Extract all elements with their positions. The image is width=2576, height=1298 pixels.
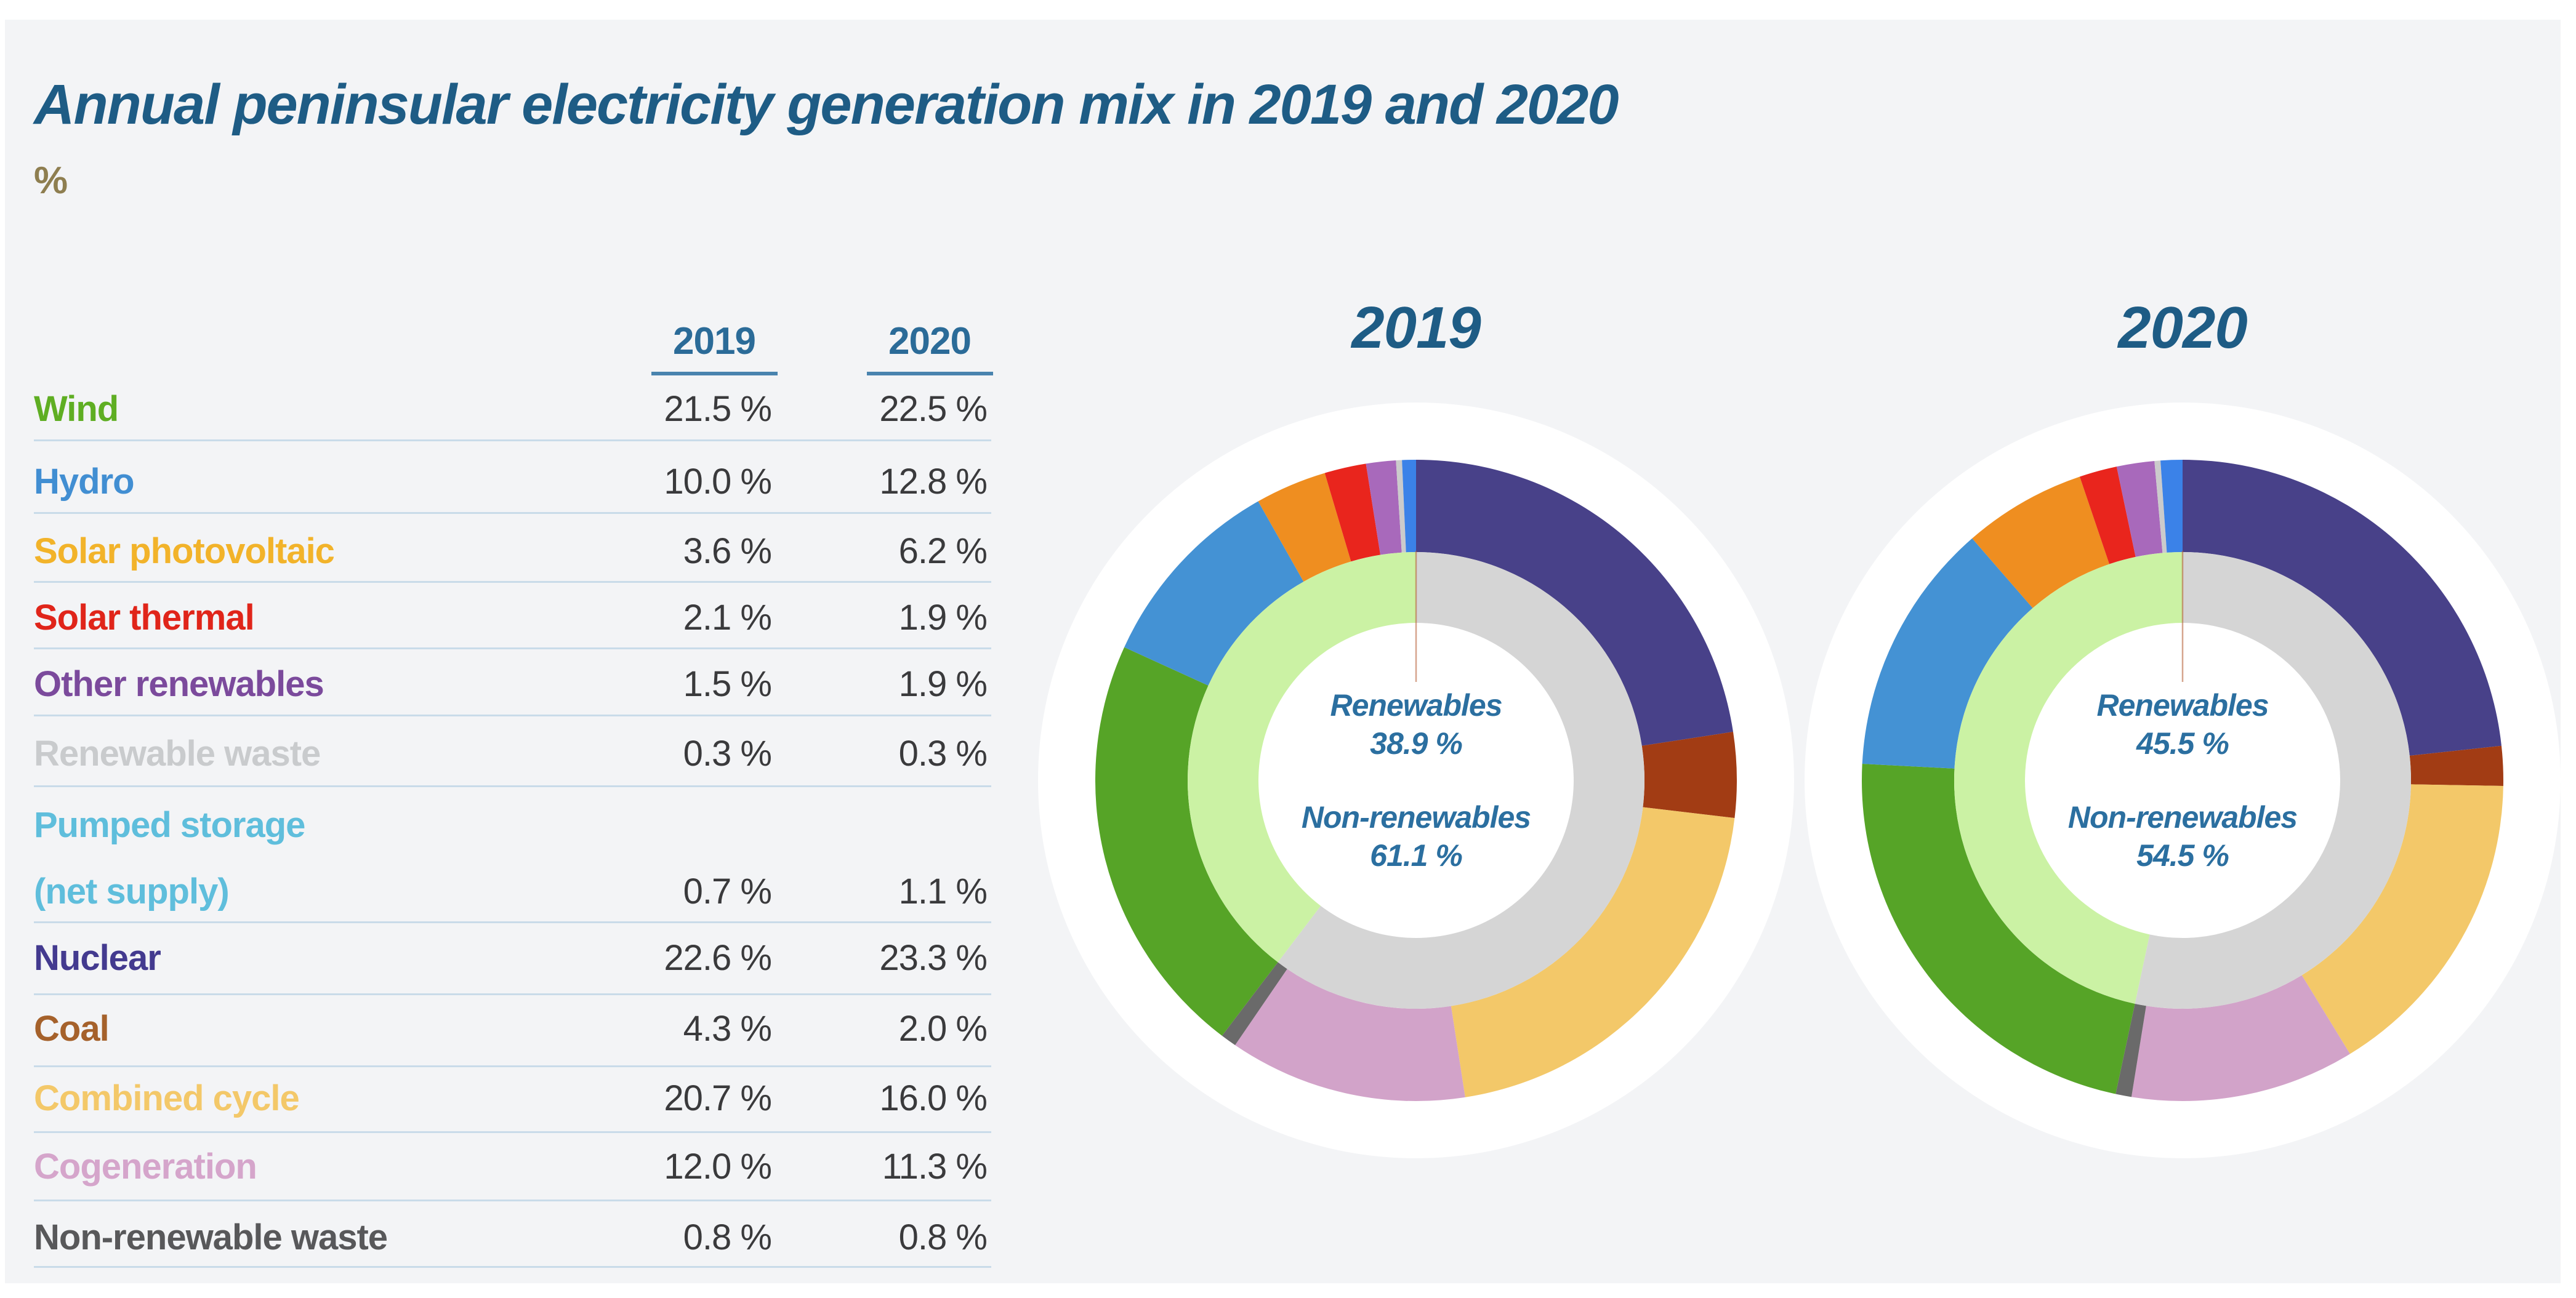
row-separator: [34, 581, 991, 583]
value-2020-nuclear: 23.3 %: [879, 938, 988, 978]
column-header-2019: 2019: [673, 320, 756, 363]
row-separator: [34, 647, 991, 649]
non-renewables-value: 54.5 %: [2136, 838, 2229, 873]
value-2019-hydro: 10.0 %: [664, 462, 772, 502]
row-label-solar-thermal: Solar thermal: [34, 598, 255, 638]
pie-segment-combined-cycle-2020: [2301, 784, 2503, 1054]
row-label-pumped-storage: Pumped storage (net supply): [34, 805, 305, 911]
infographic-panel: Annual peninsular electricity generation…: [5, 20, 2561, 1283]
column-header-underline-2019: [651, 372, 778, 375]
row-separator: [34, 993, 991, 995]
row-label-hydro: Hydro: [34, 462, 135, 502]
row-separator: [34, 1131, 991, 1133]
donut-title-2020: 2020: [2118, 295, 2248, 361]
pie-segment-solar-thermal-2019: [1324, 463, 1381, 562]
pie-segment-coal-2020: [2409, 745, 2503, 786]
pie-segment-pumped-storage-net-supply-2019: [1402, 460, 1416, 553]
value-2019-pumped-storage: 0.7 %: [683, 871, 772, 911]
pie-segment-nuclear-2019: [1416, 460, 1733, 746]
value-2019-wind: 21.5 %: [664, 389, 772, 429]
row-separator: [34, 439, 991, 441]
row-separator: [34, 921, 991, 923]
row-label-other-renewables: Other renewables: [34, 664, 324, 704]
row-label-coal: Coal: [34, 1009, 110, 1049]
row-label-combined-cycle: Combined cycle: [34, 1078, 300, 1118]
row-separator: [34, 1065, 991, 1067]
pie-segment-non-renewable-waste-2020: [2115, 1003, 2146, 1097]
pie-inner-non-renewables-2020: [2135, 552, 2411, 1009]
pie-segment-wind-2019: [1095, 647, 1278, 1036]
value-2019-other-renewables: 1.5 %: [683, 664, 772, 704]
renewables-label: Renewables: [1330, 688, 1502, 723]
pie-segment-wind-2020: [1862, 764, 2135, 1094]
value-2019-nuclear: 22.6 %: [664, 938, 772, 978]
value-2020-other-renewables: 1.9 %: [898, 664, 988, 704]
column-header-underline-2020: [867, 372, 993, 375]
row-label-non-renewable-waste: Non-renewable waste: [34, 1217, 388, 1257]
non-renewables-label: Non-renewables: [1301, 800, 1531, 835]
value-2019-combined-cycle: 20.7 %: [664, 1078, 772, 1118]
pie-segment-pumped-storage-net-supply-2020: [2160, 460, 2183, 553]
value-2019-cogeneration: 12.0 %: [664, 1147, 772, 1187]
pie-segment-solar-photovoltaic-2020: [1972, 476, 2110, 608]
pie-inner-non-renewables-2019: [1278, 552, 1645, 1009]
pie-segment-cogeneration-2019: [1235, 969, 1465, 1101]
non-renewables-value: 61.1 %: [1370, 838, 1463, 873]
value-2019-solar-thermal: 2.1 %: [683, 598, 772, 638]
value-2020-renewable-waste: 0.3 %: [898, 734, 988, 774]
row-label-cogeneration: Cogeneration: [34, 1147, 257, 1187]
value-2020-non-renewable-waste: 0.8 %: [898, 1217, 988, 1257]
value-2020-solar-thermal: 1.9 %: [898, 598, 988, 638]
value-2020-coal: 2.0 %: [898, 1009, 988, 1049]
pie-segment-non-renewable-waste-2019: [1222, 962, 1287, 1046]
pie-segment-combined-cycle-2019: [1451, 807, 1735, 1097]
pie-segment-solar-photovoltaic-2019: [1258, 473, 1351, 582]
row-separator: [34, 1266, 991, 1268]
row-label-renewable-waste: Renewable waste: [34, 734, 321, 774]
renewables-value: 45.5 %: [2136, 726, 2229, 761]
pie-segment-cogeneration-2020: [2131, 975, 2350, 1101]
row-label-solar-photovoltaic: Solar photovoltaic: [34, 531, 335, 571]
value-2019-renewable-waste: 0.3 %: [683, 734, 772, 774]
pie-inner-renewables-2020: [1954, 552, 2183, 1004]
row-separator: [34, 715, 991, 716]
row-label-nuclear: Nuclear: [34, 938, 161, 978]
non-renewables-label: Non-renewables: [2067, 800, 2298, 835]
value-2019-non-renewable-waste: 0.8 %: [683, 1217, 772, 1257]
donut-chart-2019: [1038, 403, 1794, 1158]
row-label-wind: Wind: [34, 389, 119, 429]
value-2020-solar-photovoltaic: 6.2 %: [898, 531, 988, 571]
value-2020-pumped-storage: 1.1 %: [898, 871, 988, 911]
value-2019-solar-photovoltaic: 3.6 %: [683, 531, 772, 571]
unit-label: %: [34, 159, 68, 202]
pie-inner-renewables-2019: [1188, 552, 1416, 963]
value-2020-cogeneration: 11.3 %: [882, 1147, 988, 1187]
pie-segment-coal-2019: [1641, 732, 1737, 819]
row-separator: [34, 512, 991, 514]
pie-segment-other-renewables-2020: [2116, 461, 2163, 557]
row-separator: [34, 1200, 991, 1201]
renewables-label: Renewables: [2096, 688, 2269, 723]
pie-segment-renewable-waste-2020: [2154, 460, 2167, 553]
value-2019-coal: 4.3 %: [683, 1009, 772, 1049]
value-2020-hydro: 12.8 %: [879, 462, 988, 502]
pie-segment-renewable-waste-2019: [1396, 460, 1406, 553]
chart-title: Annual peninsular electricity generation…: [34, 73, 1619, 136]
pie-segment-solar-thermal-2020: [2079, 467, 2136, 564]
value-2020-wind: 22.5 %: [879, 389, 988, 429]
donut-chart-2020: [1805, 403, 2561, 1158]
pie-segment-nuclear-2020: [2183, 460, 2502, 756]
renewables-value: 38.9 %: [1370, 726, 1463, 761]
donut-title-2019: 2019: [1351, 295, 1481, 361]
column-header-2020: 2020: [888, 320, 972, 363]
pie-segment-hydro-2019: [1124, 501, 1304, 686]
row-separator: [34, 785, 991, 787]
pie-segment-hydro-2020: [1862, 538, 2033, 769]
value-2020-combined-cycle: 16.0 %: [879, 1078, 988, 1118]
pie-segment-other-renewables-2019: [1366, 460, 1402, 555]
